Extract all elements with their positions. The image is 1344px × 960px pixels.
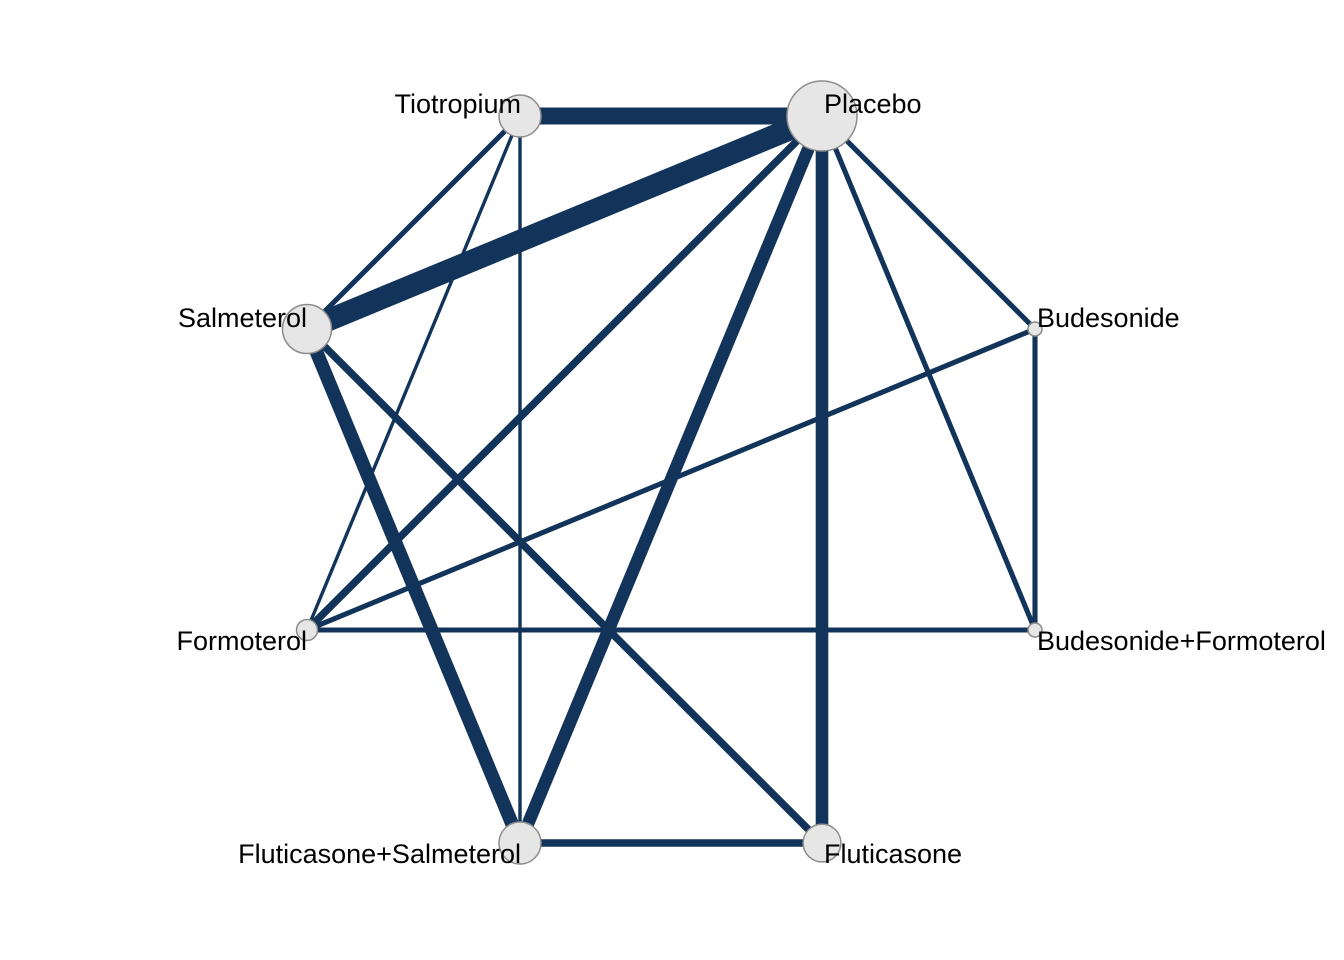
edge-tiotropium-salmeterol bbox=[305, 114, 522, 331]
node-layer bbox=[281, 80, 1043, 865]
node-fluticasone_salmeterol bbox=[498, 821, 542, 865]
edge-formoterol-budesonide bbox=[306, 326, 1036, 633]
node-label-fluticasone: Fluticasone bbox=[824, 839, 962, 869]
edge-layer bbox=[300, 105, 1038, 847]
node-label-placebo: Placebo bbox=[824, 89, 922, 119]
node-label-budesonide_formoterol: Budesonide+Formoterol bbox=[1037, 626, 1326, 656]
node-label-budesonide: Budesonide bbox=[1037, 303, 1180, 333]
edge-tiotropium-formoterol bbox=[305, 115, 522, 631]
node-budesonide bbox=[1027, 321, 1043, 337]
edge-formoterol-placebo bbox=[304, 113, 825, 633]
edge-budesonide-placebo bbox=[820, 114, 1037, 331]
node-label-salmeterol: Salmeterol bbox=[178, 303, 307, 333]
node-fluticasone bbox=[802, 823, 842, 863]
edge-salmeterol-placebo bbox=[302, 105, 827, 340]
edge-salmeterol-fluticasone bbox=[304, 326, 825, 846]
node-label-fluticasone_salmeterol: Fluticasone+Salmeterol bbox=[238, 839, 521, 869]
label-layer: Placebo Tiotropium Salmeterol Formoterol Flu… bbox=[176, 89, 1325, 869]
node-placebo bbox=[786, 80, 858, 152]
node-label-tiotropium: Tiotropium bbox=[394, 89, 521, 119]
node-budesonide_formoterol bbox=[1027, 622, 1043, 638]
node-tiotropium bbox=[498, 94, 542, 138]
node-formoterol bbox=[295, 618, 319, 642]
node-salmeterol bbox=[281, 303, 333, 355]
node-label-formoterol: Formoterol bbox=[176, 626, 307, 656]
